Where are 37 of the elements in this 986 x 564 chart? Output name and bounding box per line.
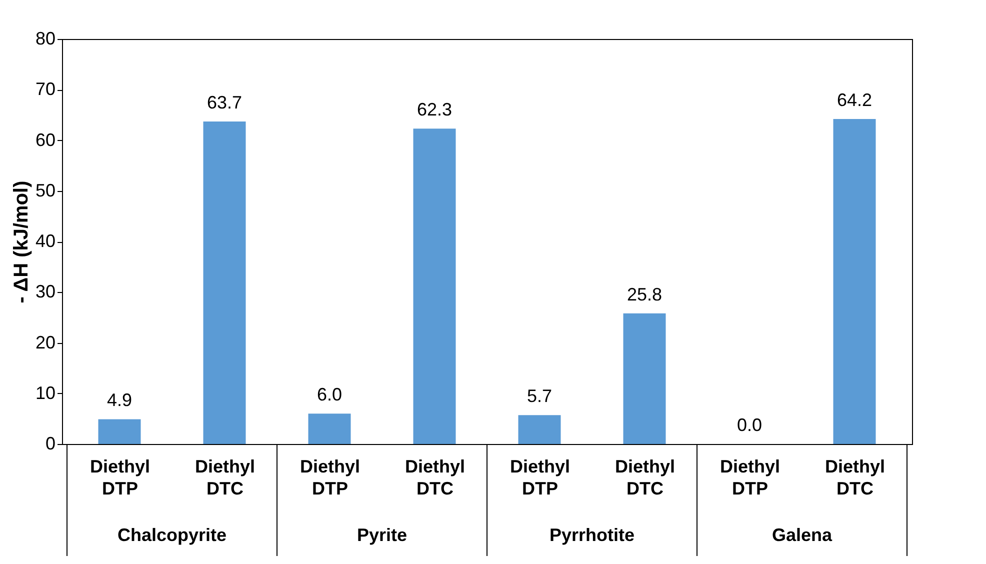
- bar: [623, 313, 666, 444]
- data-label: 62.3: [416, 100, 452, 120]
- x-tick-label: Diethyl DTP: [90, 456, 150, 498]
- data-label: 25.8: [626, 284, 662, 304]
- data-label: 5.7: [526, 386, 552, 406]
- x-tick-label: Diethyl DTP: [510, 456, 570, 498]
- x-tick-label: Diethyl DTC: [194, 456, 256, 498]
- data-label: 6.0: [316, 384, 342, 405]
- y-tick-label: 70: [35, 79, 56, 100]
- x-tick-label: Diethyl DTC: [404, 456, 466, 498]
- data-label: 63.7: [206, 92, 242, 113]
- y-tick-label: 50: [35, 180, 56, 200]
- y-tick-label: 40: [35, 231, 56, 251]
- y-tick-label: 20: [35, 332, 56, 352]
- data-label: 0.0: [736, 415, 762, 435]
- bar: [98, 419, 141, 444]
- y-axis-title: - ΔH (kJ/mol): [10, 180, 32, 304]
- y-tick-label: 30: [35, 282, 56, 302]
- text: Pyrrhotite: [549, 525, 635, 545]
- bar: [413, 128, 456, 444]
- y-tick-label: 80: [35, 28, 56, 48]
- x-tick-label: Diethyl DTC: [614, 456, 676, 498]
- bar: [518, 415, 561, 444]
- text: Galena: [772, 525, 834, 545]
- x-tick-label: Diethyl DTP: [300, 456, 360, 498]
- x-tick-label: Diethyl DTC: [824, 456, 886, 498]
- bar: [308, 414, 351, 444]
- y-tick-label: 0: [45, 434, 56, 454]
- data-label: 4.9: [106, 390, 132, 410]
- x-tick-label: Diethyl DTP: [720, 456, 780, 498]
- bar: [833, 118, 876, 444]
- bar: [203, 122, 246, 444]
- data-label: 64.2: [836, 90, 872, 110]
- y-tick-label: 10: [35, 382, 56, 403]
- text: Pyrite: [356, 525, 408, 545]
- y-tick-label: 60: [35, 130, 56, 150]
- text: Chalcopyrite: [117, 525, 227, 545]
